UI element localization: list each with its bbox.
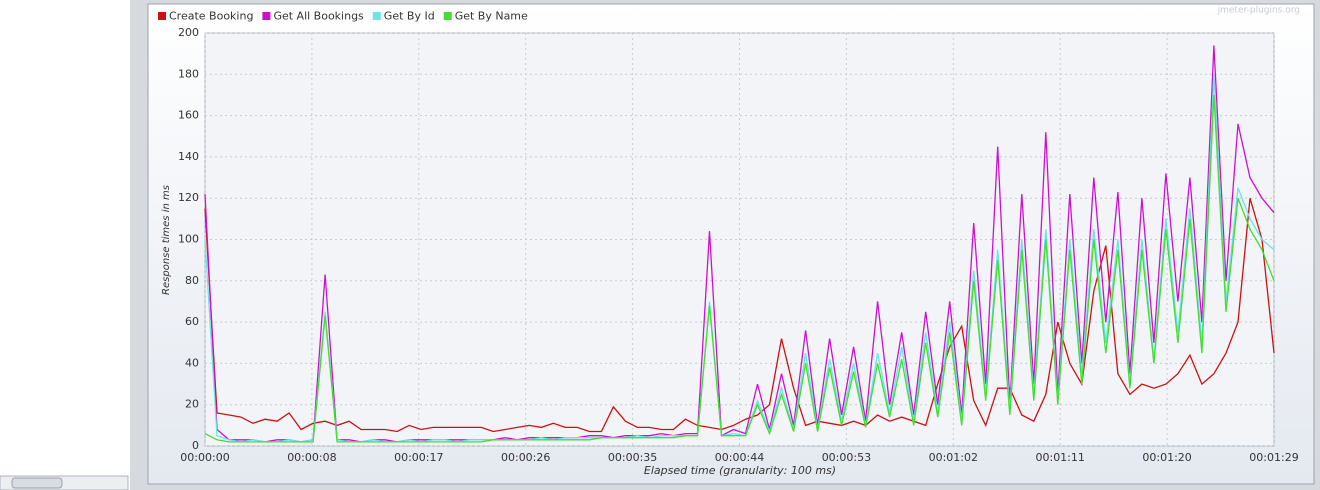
x-tick-label: 00:00:26: [501, 451, 550, 464]
x-tick-label: 00:00:08: [287, 451, 336, 464]
x-tick-label: 00:00:44: [715, 451, 764, 464]
x-tick-label: 00:01:11: [1035, 451, 1084, 464]
x-tick-label: 00:01:29: [1249, 451, 1298, 464]
x-tick-label: 00:00:35: [608, 451, 657, 464]
legend: Create Booking Get All Bookings Get By Id G…: [158, 10, 528, 23]
y-tick-label: 120: [178, 191, 199, 204]
y-tick-label: 40: [185, 356, 199, 369]
legend-swatch: [372, 12, 381, 20]
x-tick-label: 00:00:00: [180, 451, 229, 464]
watermark: jmeter-plugins.org: [1217, 6, 1300, 16]
y-tick-label: 60: [185, 315, 199, 328]
series-line: [204, 94, 1275, 443]
y-tick-label: 100: [178, 233, 199, 246]
legend-label: Create Booking: [169, 10, 253, 23]
y-tick-label: 140: [178, 150, 199, 163]
legend-swatch: [158, 12, 166, 20]
legend-swatch: [443, 12, 452, 20]
legend-label: Get By Id: [384, 10, 435, 23]
legend-label: Get By Name: [455, 10, 528, 23]
legend-label: Get All Bookings: [273, 10, 364, 23]
series-line: [204, 45, 1275, 443]
x-axis-title: Elapsed time (granularity: 100 ms): [644, 464, 836, 477]
x-tick-label: 00:00:17: [394, 451, 443, 464]
y-tick-label: 80: [185, 274, 199, 287]
y-axis-title: Response times in ms: [161, 185, 172, 295]
y-tick-label: 0: [192, 439, 199, 452]
left-pane: [0, 0, 130, 490]
series-line: [204, 198, 1275, 433]
scroll-thumb[interactable]: [11, 477, 63, 489]
y-tick-label: 160: [178, 109, 199, 122]
y-tick-label: 200: [178, 26, 199, 39]
y-tick-label: 180: [178, 67, 199, 80]
x-tick-label: 00:00:53: [822, 451, 871, 464]
x-tick-label: 00:01:02: [929, 451, 978, 464]
x-tick-label: 00:01:20: [1142, 451, 1191, 464]
y-tick-label: 20: [185, 398, 199, 411]
legend-swatch: [262, 12, 271, 20]
